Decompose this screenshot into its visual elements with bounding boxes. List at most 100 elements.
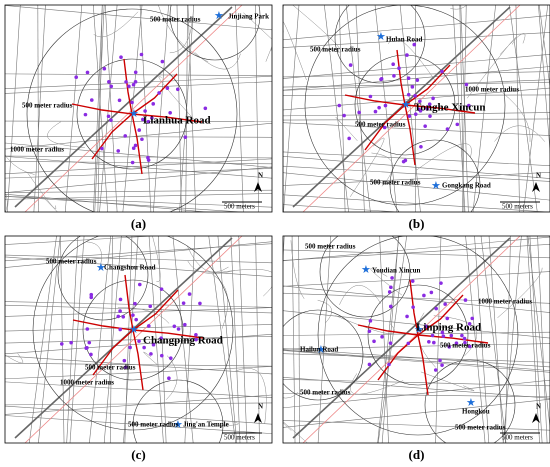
north-label: N [258,403,263,411]
map-label: 500 meter radius [355,121,406,129]
road [86,241,102,265]
poi-dot [59,342,64,346]
road [474,236,490,443]
road [7,5,21,212]
poi-dot [131,146,136,151]
road [472,5,496,212]
route [132,329,204,339]
route [132,289,179,331]
poi-dot [390,276,394,280]
route [409,279,419,336]
road [323,5,349,212]
road [388,38,437,83]
route [377,334,419,381]
road [335,116,358,142]
road [283,204,402,212]
road [283,66,550,91]
poi-dot [85,70,90,75]
road [153,5,169,212]
station-star: ★ [361,263,371,276]
road [94,5,105,212]
north-label: N [536,172,541,180]
road [212,274,229,329]
road [283,353,550,363]
poi-dot [368,94,373,99]
map-label: 500 meter radius [370,179,421,187]
road [5,394,272,415]
road [450,5,467,10]
road [60,236,65,443]
road [255,5,259,212]
road [377,236,408,443]
poi-dot [74,75,78,79]
poi-dot [137,128,142,132]
road [265,45,272,62]
road [5,156,272,179]
poi-dot [347,136,351,141]
poi-dot [389,285,393,290]
station-name: Tonghe Xincun [414,102,485,114]
map-label: Gongkang Road [442,182,491,190]
poi-dot [460,333,464,338]
map-background [5,5,272,212]
road [283,5,300,212]
station-star: ★ [376,30,386,43]
route [131,113,203,123]
poi-dot [175,87,180,92]
panel-frame [282,235,550,444]
poi-dot [449,333,454,338]
station-star: ★ [96,261,106,274]
road [283,15,550,41]
route [417,294,464,336]
road [523,5,549,212]
poi-dot [121,315,126,319]
rail-line [302,5,521,212]
poi-dot [464,82,469,87]
road [152,236,161,282]
rail-line [292,237,511,439]
road [5,142,272,168]
road [494,125,545,142]
radius-ring [82,279,184,381]
road [283,249,550,259]
poi-dot [439,281,443,285]
road [169,21,193,54]
road [283,331,550,336]
road [5,5,272,31]
scale-label: 500 meters [224,203,255,211]
map-label: 500 meter radius [22,102,73,110]
poi-dot [425,107,430,111]
road [283,343,550,350]
poi-dot [128,345,132,350]
road [420,371,475,392]
road [243,12,272,40]
road [5,362,272,367]
road [381,236,399,443]
station-star: ★ [316,343,326,356]
poi-dot [187,292,192,296]
poi-dot [418,99,422,104]
road [292,5,341,53]
poi-dot [467,321,472,326]
poi-dot [167,376,171,381]
poi-dot [119,55,123,60]
route [132,329,144,391]
poi-dot [143,109,147,113]
road [139,5,152,212]
radius-ring [57,236,149,321]
station-star: ★ [401,98,411,111]
poi-dot [89,295,94,300]
poi-dot [401,159,406,164]
map-label: 500 meter radius [305,243,356,251]
caption: (c) [131,447,145,462]
poi-dot [405,314,409,319]
road [433,315,477,357]
map-label: 500 meter radius [150,16,201,24]
rail-line [14,6,233,208]
road [374,5,398,212]
road [502,92,531,142]
road [537,236,548,443]
map-label: Youdian Xincun [372,267,421,275]
poi-dot [383,103,388,108]
